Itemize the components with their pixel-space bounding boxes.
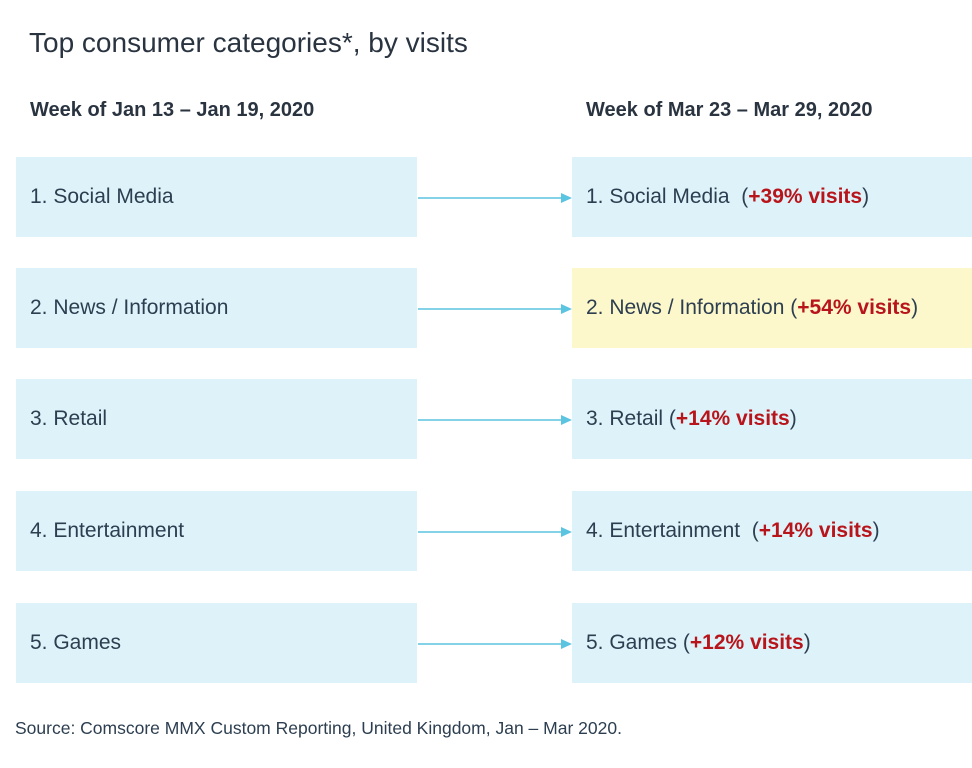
- source-note: Source: Comscore MMX Custom Reporting, U…: [15, 718, 622, 738]
- before-category-box: 5. Games: [16, 603, 417, 683]
- before-category-box: 2. News / Information: [16, 268, 417, 348]
- after-category-label: 3. Retail: [586, 407, 664, 430]
- before-category-label: 1. Social Media: [30, 185, 174, 208]
- after-week-header: Week of Mar 23 – Mar 29, 2020: [586, 99, 873, 121]
- after-category-box: 4. Entertainment (+14% visits): [572, 491, 972, 571]
- before-category-box: 1. Social Media: [16, 157, 417, 237]
- after-category-label: 1. Social Media: [586, 185, 730, 208]
- arrow-icon: [418, 415, 572, 425]
- after-category-label: 2. News / Information: [586, 296, 785, 319]
- visits-change: +12% visits: [689, 631, 804, 654]
- arrow-icon: [418, 304, 572, 314]
- after-category-box: 1. Social Media (+39% visits): [572, 157, 972, 237]
- before-category-label: 5. Games: [30, 631, 122, 654]
- arrow-icon: [418, 639, 572, 649]
- before-category-box: 4. Entertainment: [16, 491, 417, 571]
- visits-change: +14% visits: [758, 519, 873, 542]
- visits-change: +14% visits: [675, 407, 790, 430]
- visits-change: +54% visits: [797, 296, 912, 319]
- before-category-label: 4. Entertainment: [30, 519, 185, 542]
- after-category-box: 5. Games (+12% visits): [572, 603, 972, 683]
- before-category-label: 2. News / Information: [30, 296, 229, 319]
- before-category-box: 3. Retail: [16, 379, 417, 459]
- before-category-label: 3. Retail: [30, 407, 108, 430]
- page-title: Top consumer categories*, by visits: [29, 27, 468, 58]
- visits-change: +39% visits: [748, 185, 863, 208]
- after-category-box: 3. Retail (+14% visits): [572, 379, 972, 459]
- after-category-label: 5. Games: [586, 631, 678, 654]
- before-week-header: Week of Jan 13 – Jan 19, 2020: [30, 99, 315, 121]
- arrow-icon: [418, 193, 572, 203]
- after-category-box-highlighted: 2. News / Information (+54% visits): [572, 268, 972, 348]
- arrow-icon: [418, 527, 572, 537]
- after-category-label: 4. Entertainment: [586, 519, 741, 542]
